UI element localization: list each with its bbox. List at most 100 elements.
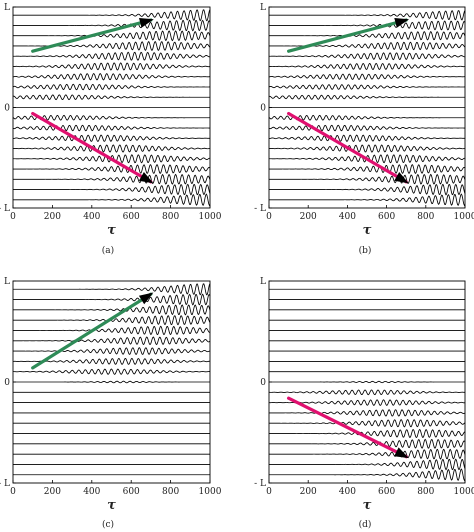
propagation-arrow [31, 18, 153, 53]
panel-caption: (d) [359, 519, 372, 530]
trace-line [12, 73, 211, 81]
trace-line [12, 51, 211, 61]
trace-line [13, 380, 210, 384]
arrow-head [394, 447, 409, 459]
y-tick-label: - L [254, 204, 266, 214]
x-tick-label: 200 [44, 487, 61, 497]
trace-line [269, 468, 466, 481]
x-tick-label: 200 [300, 487, 317, 497]
trace-line [268, 124, 465, 132]
x-tick-label: 600 [378, 487, 395, 497]
trace-line [13, 283, 211, 296]
x-tick-label: 1000 [199, 212, 222, 222]
y-tick-label: - L [0, 479, 10, 489]
trace-line [269, 428, 466, 439]
y-tick-label: 0 [4, 104, 10, 114]
trace-line [268, 389, 466, 396]
trace-line [268, 84, 465, 90]
trace-line [269, 183, 466, 196]
propagation-arrow [287, 396, 408, 459]
x-tick-label: 400 [83, 212, 100, 222]
y-tick-label: L [260, 3, 266, 13]
x-tick-label: 400 [339, 487, 356, 497]
propagation-arrow [31, 292, 153, 370]
trace-line [13, 30, 211, 42]
trace-line [269, 20, 466, 31]
trace-line [13, 304, 211, 316]
trace-line [12, 83, 210, 91]
trace-line [13, 325, 211, 336]
x-tick-label: 0 [10, 487, 16, 497]
trace-line [268, 73, 466, 80]
x-axis-label: τ [107, 223, 116, 238]
propagation-arrow [287, 111, 408, 184]
trace-line [269, 9, 466, 21]
trace-line [13, 347, 211, 356]
y-tick-label: 0 [260, 104, 266, 114]
x-tick-label: 400 [339, 212, 356, 222]
trace-line [13, 9, 211, 22]
trace-line [12, 163, 211, 175]
y-tick-label: 0 [260, 378, 266, 388]
trace-line [269, 458, 466, 471]
x-tick-label: 800 [162, 487, 179, 497]
trace-line [13, 40, 211, 51]
trace-line [12, 154, 211, 164]
propagation-arrow [31, 111, 153, 184]
trace-line [268, 163, 466, 175]
panel-caption: (a) [102, 245, 114, 256]
x-tick-label: 0 [10, 212, 16, 222]
trace-line [268, 399, 466, 406]
trace-line [13, 193, 211, 207]
x-tick-label: 600 [123, 212, 140, 222]
trace-line [13, 173, 211, 185]
trace-line [269, 419, 466, 428]
trace-line [268, 134, 466, 143]
y-tick-label: L [4, 3, 10, 13]
trace-line [269, 438, 466, 449]
trace-line [268, 94, 465, 100]
trace-line [13, 293, 211, 306]
x-tick-label: 800 [417, 487, 434, 497]
trace-line [12, 124, 210, 132]
x-axis-label: τ [363, 498, 372, 513]
x-tick-label: 400 [83, 487, 100, 497]
trace-line [13, 19, 211, 32]
trace-line [269, 193, 466, 207]
x-axis-label: τ [107, 498, 116, 513]
trace-line [12, 114, 210, 121]
trace-line [269, 448, 466, 460]
arrow-head [138, 172, 154, 184]
trace-line [268, 154, 466, 164]
panel-caption: (b) [359, 245, 372, 256]
x-axis-label: τ [363, 223, 372, 238]
trace-line [13, 336, 211, 346]
trace-line [12, 368, 211, 375]
trace-line [268, 62, 466, 71]
y-tick-label: L [260, 277, 266, 287]
trace-line [12, 94, 210, 101]
y-tick-label: 0 [4, 378, 10, 388]
arrow-head [394, 172, 409, 184]
y-tick-label: - L [0, 204, 10, 214]
arrow-head [394, 18, 410, 28]
trace-line [269, 41, 466, 51]
y-tick-label: L [4, 277, 10, 287]
trace-line [269, 409, 466, 417]
propagation-arrow [287, 18, 408, 53]
trace-line [269, 173, 466, 185]
x-tick-label: 600 [123, 487, 140, 497]
y-tick-label: - L [254, 479, 266, 489]
panel-caption: (c) [102, 519, 114, 530]
arrow-head [138, 292, 154, 305]
x-tick-label: 0 [266, 212, 272, 222]
trace-line [269, 31, 466, 41]
x-tick-label: 600 [378, 212, 395, 222]
trace-line [13, 62, 211, 71]
arrow-head [139, 18, 154, 28]
x-tick-label: 1000 [199, 487, 222, 497]
